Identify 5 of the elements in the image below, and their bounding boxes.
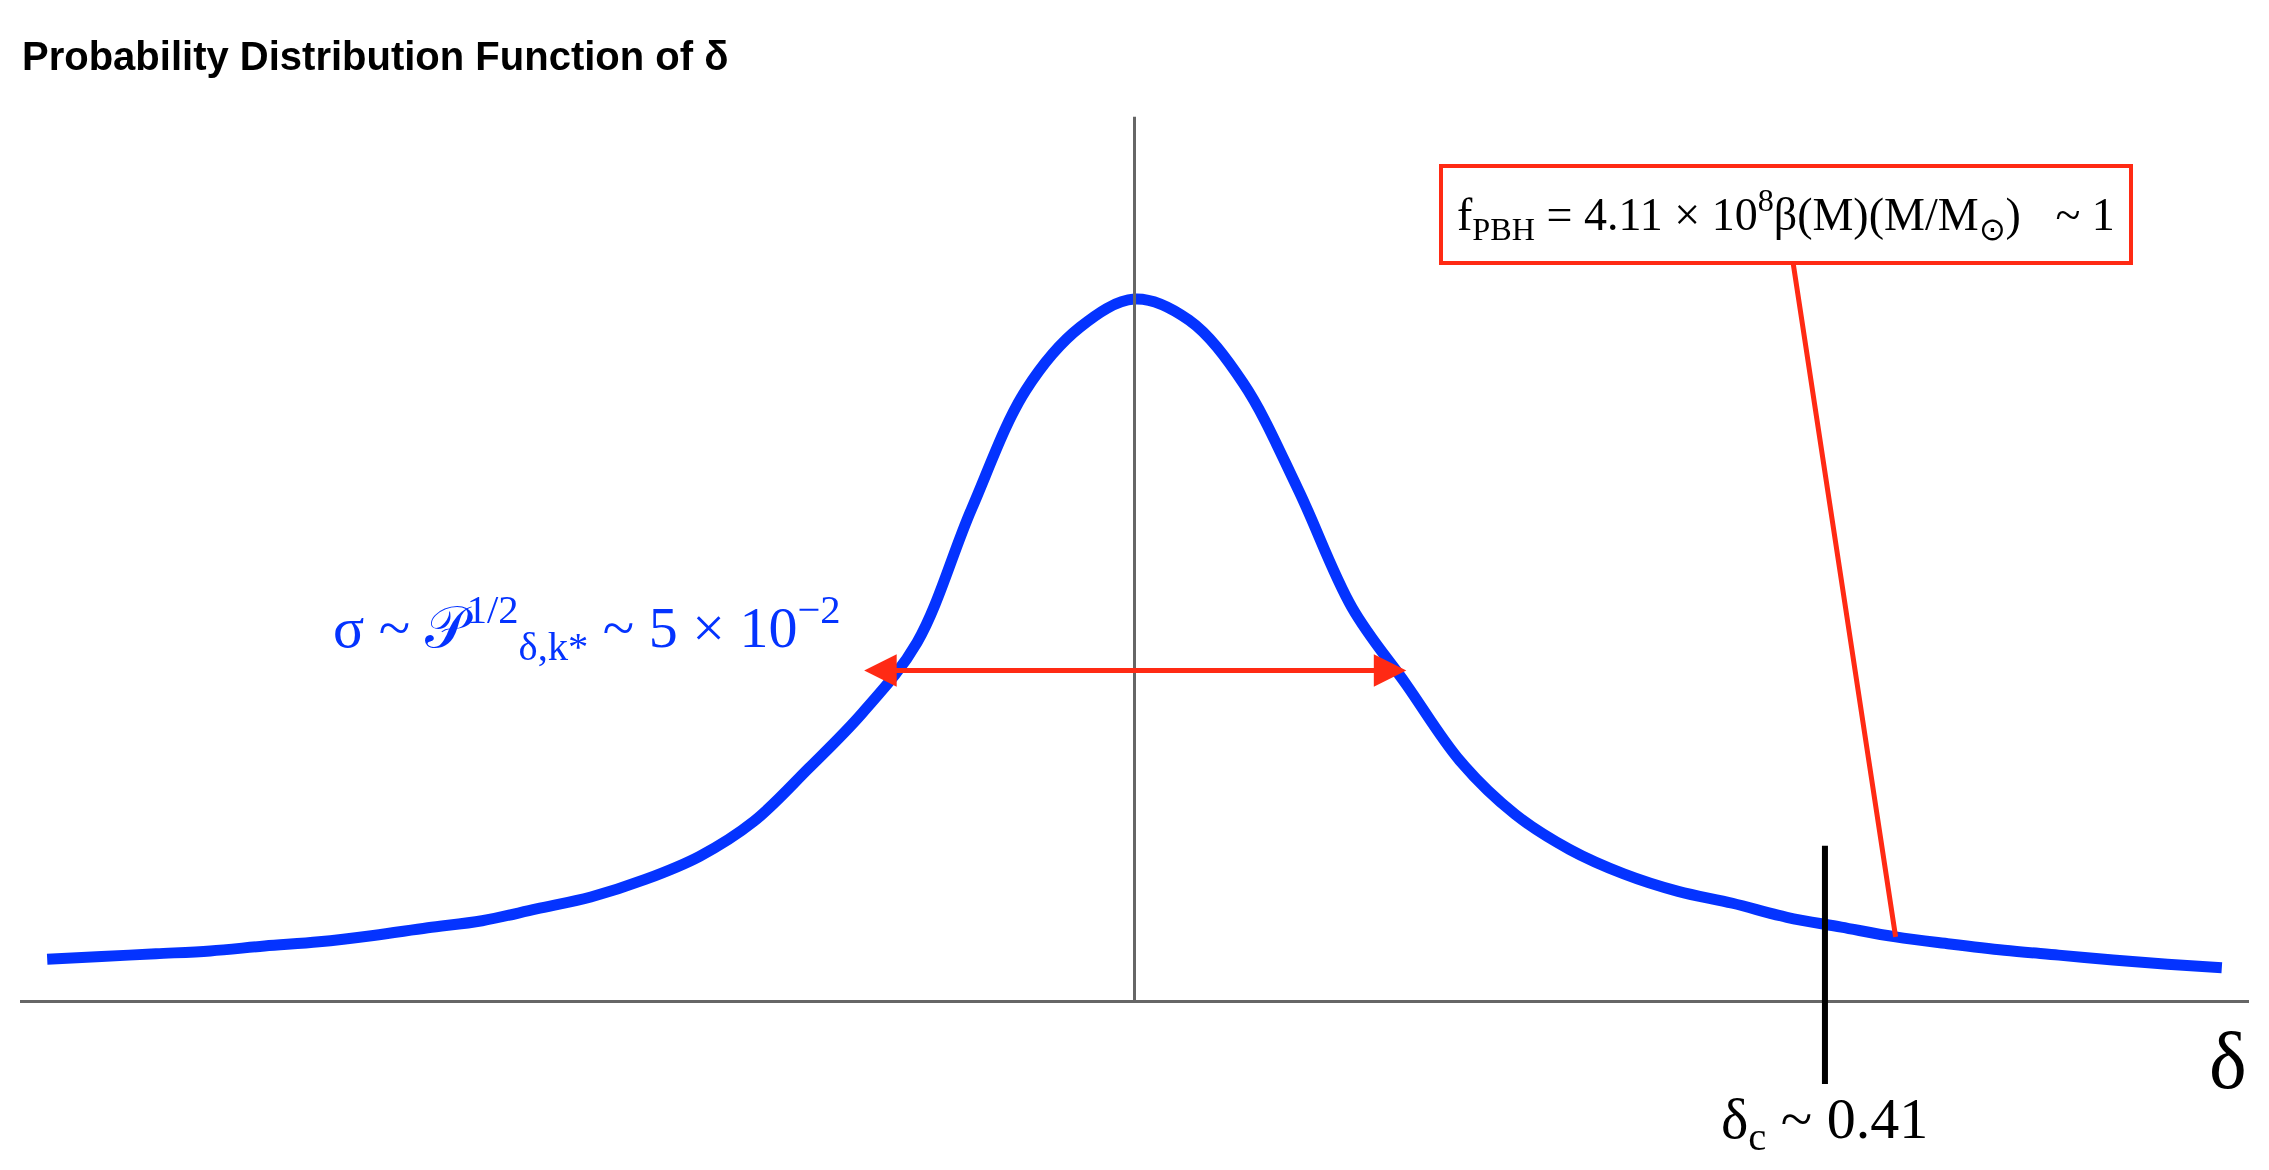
x-axis-title: δ bbox=[2209, 1017, 2247, 1105]
text: f$_{PBH}$ = 4.11 × 10$^{8}$β(M)(M/M$_{⊙}$) ~ 1 bbox=[1457, 182, 2115, 247]
text: δ$_{c}$ ~ 0.41 bbox=[1721, 1086, 1929, 1160]
chart-title: Probability Distribution Function of δ bbox=[22, 34, 729, 78]
annotation: σ ~ 𝒫$^{1/2}$$_{δ,k*}$ ~ 5 × 10$^{−2}$ bbox=[333, 587, 841, 669]
